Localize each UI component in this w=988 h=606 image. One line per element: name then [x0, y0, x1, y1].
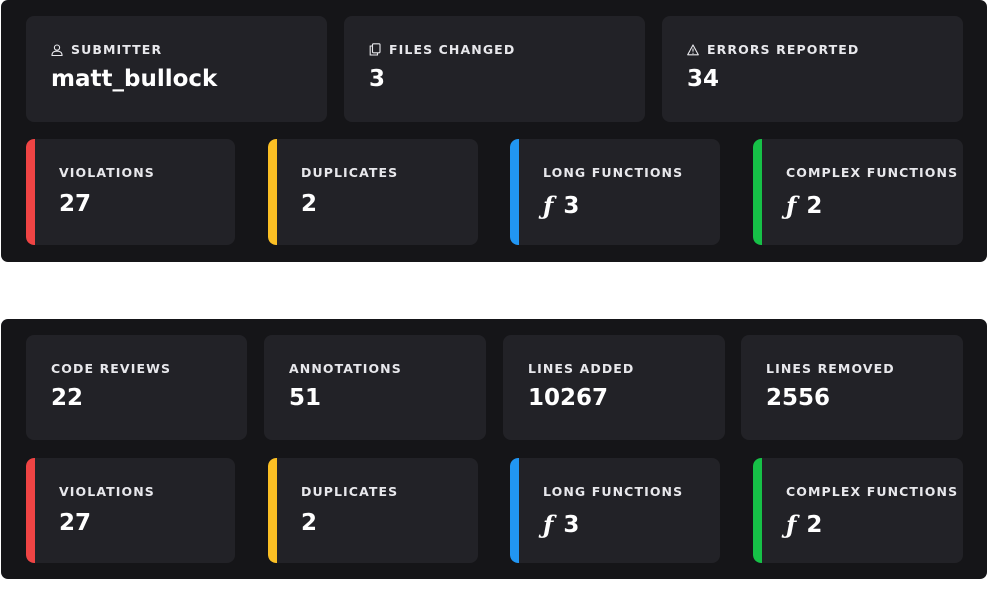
- function-icon: ƒ: [786, 191, 797, 220]
- user-icon: [51, 43, 63, 56]
- code-reviews-value: 22: [51, 385, 84, 411]
- long-functions-label: LONG FUNCTIONS: [543, 165, 684, 180]
- files-changed-value: 3: [369, 66, 386, 92]
- warning-icon: [687, 43, 699, 55]
- long-functions-label: LONG FUNCTIONS: [543, 484, 684, 499]
- complex-functions-label: COMPLEX FUNCTIONS: [786, 484, 959, 499]
- long-functions-value: 3: [563, 511, 580, 538]
- function-icon: ƒ: [543, 510, 554, 539]
- violations-card: VIOLATIONS 27: [26, 458, 235, 563]
- annotations-label: ANNOTATIONS: [289, 361, 402, 376]
- lines-removed-card: LINES REMOVED 2556: [741, 335, 963, 440]
- violations-stripe: [26, 458, 35, 563]
- lines-added-value: 10267: [528, 385, 609, 411]
- code-reviews-card: CODE REVIEWS 22: [26, 335, 247, 440]
- duplicates-stripe: [268, 458, 277, 563]
- submitter-card: SUBMITTER matt_bullock: [26, 16, 327, 122]
- errors-reported-card: ERRORS REPORTED 34: [662, 16, 963, 122]
- files-changed-card: FILES CHANGED 3: [344, 16, 645, 122]
- violations-value: 27: [59, 510, 92, 536]
- complex-functions-card: COMPLEX FUNCTIONS ƒ 2: [753, 458, 963, 563]
- lines-removed-value: 2556: [766, 385, 831, 411]
- duplicates-card: DUPLICATES 2: [268, 139, 478, 245]
- duplicates-label: DUPLICATES: [301, 484, 399, 499]
- lines-added-label: LINES ADDED: [528, 361, 635, 376]
- function-icon: ƒ: [786, 510, 797, 539]
- submission-summary-panel: SUBMITTER matt_bullock FILES CHANGED 3 E…: [1, 0, 987, 262]
- submitter-label: SUBMITTER: [71, 42, 163, 57]
- duplicates-card: DUPLICATES 2: [268, 458, 478, 563]
- duplicates-value: 2: [301, 510, 318, 536]
- code-reviews-label: CODE REVIEWS: [51, 361, 172, 376]
- violations-stripe: [26, 139, 35, 245]
- long-functions-card: LONG FUNCTIONS ƒ 3: [510, 458, 720, 563]
- files-changed-label: FILES CHANGED: [389, 42, 516, 57]
- long-functions-stripe: [510, 458, 519, 563]
- violations-value: 27: [59, 191, 92, 217]
- violations-label: VIOLATIONS: [59, 165, 155, 180]
- complex-functions-label: COMPLEX FUNCTIONS: [786, 165, 959, 180]
- annotations-value: 51: [289, 385, 322, 411]
- duplicates-label: DUPLICATES: [301, 165, 399, 180]
- files-icon: [369, 43, 381, 56]
- lines-added-card: LINES ADDED 10267: [503, 335, 725, 440]
- errors-reported-label: ERRORS REPORTED: [707, 42, 860, 57]
- complex-functions-stripe: [753, 139, 762, 245]
- errors-reported-value: 34: [687, 66, 720, 92]
- lines-removed-label: LINES REMOVED: [766, 361, 895, 376]
- review-totals-panel: CODE REVIEWS 22 ANNOTATIONS 51 LINES ADD…: [1, 319, 987, 579]
- duplicates-value: 2: [301, 191, 318, 217]
- complex-functions-value: 2: [806, 192, 823, 219]
- long-functions-card: LONG FUNCTIONS ƒ 3: [510, 139, 720, 245]
- long-functions-value: 3: [563, 192, 580, 219]
- function-icon: ƒ: [543, 191, 554, 220]
- submitter-value: matt_bullock: [51, 66, 218, 92]
- long-functions-stripe: [510, 139, 519, 245]
- complex-functions-value: 2: [806, 511, 823, 538]
- complex-functions-stripe: [753, 458, 762, 563]
- duplicates-stripe: [268, 139, 277, 245]
- complex-functions-card: COMPLEX FUNCTIONS ƒ 2: [753, 139, 963, 245]
- violations-card: VIOLATIONS 27: [26, 139, 235, 245]
- annotations-card: ANNOTATIONS 51: [264, 335, 486, 440]
- violations-label: VIOLATIONS: [59, 484, 155, 499]
